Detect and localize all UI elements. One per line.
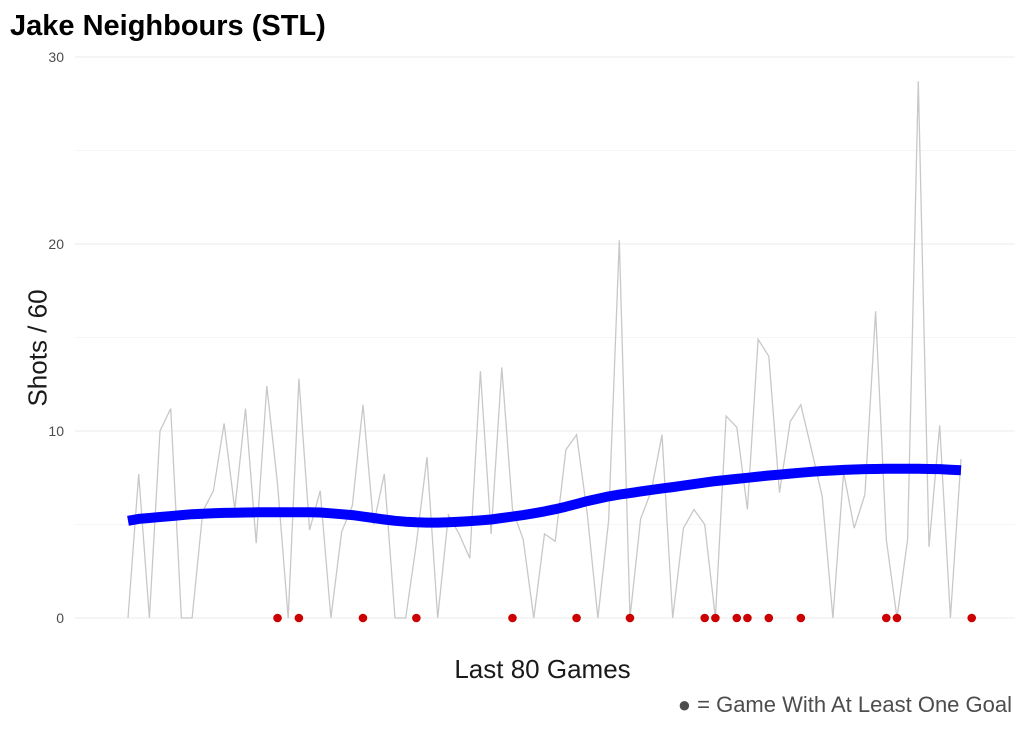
goal-game-marker xyxy=(625,613,635,623)
goal-game-marker xyxy=(881,613,891,623)
goal-markers xyxy=(273,613,977,623)
goal-game-marker xyxy=(764,613,774,623)
x-axis-label: Last 80 Games xyxy=(454,654,631,684)
y-tick-label: 30 xyxy=(48,49,64,65)
goal-legend-caption: ● = Game With At Least One Goal xyxy=(677,692,1012,717)
smoothed-trend xyxy=(127,463,962,528)
goal-game-marker xyxy=(892,613,902,623)
y-tick-label: 20 xyxy=(48,236,64,252)
y-tick-label: 10 xyxy=(48,423,64,439)
goal-game-marker xyxy=(273,613,282,623)
raw-series-line xyxy=(127,81,962,619)
goal-game-marker xyxy=(796,613,806,623)
y-tick-label: 0 xyxy=(56,610,64,626)
y-axis-label: Shots / 60 xyxy=(22,289,53,407)
goal-game-marker xyxy=(732,613,742,623)
grid-lines xyxy=(75,56,1015,619)
raw-series xyxy=(127,81,962,619)
goal-game-marker xyxy=(572,613,581,623)
smoothed-series-line xyxy=(127,463,962,528)
goal-game-marker xyxy=(412,613,421,623)
goal-game-marker xyxy=(358,613,368,623)
goal-game-marker xyxy=(967,613,977,623)
goal-game-marker xyxy=(294,613,304,623)
goal-game-marker xyxy=(508,613,517,623)
goal-game-marker xyxy=(700,613,710,623)
chart-title: Jake Neighbours (STL) xyxy=(10,10,326,42)
goal-game-marker xyxy=(711,613,720,623)
goal-game-marker xyxy=(743,613,752,623)
y-tick-labels: 0 10 20 30 xyxy=(48,49,64,626)
